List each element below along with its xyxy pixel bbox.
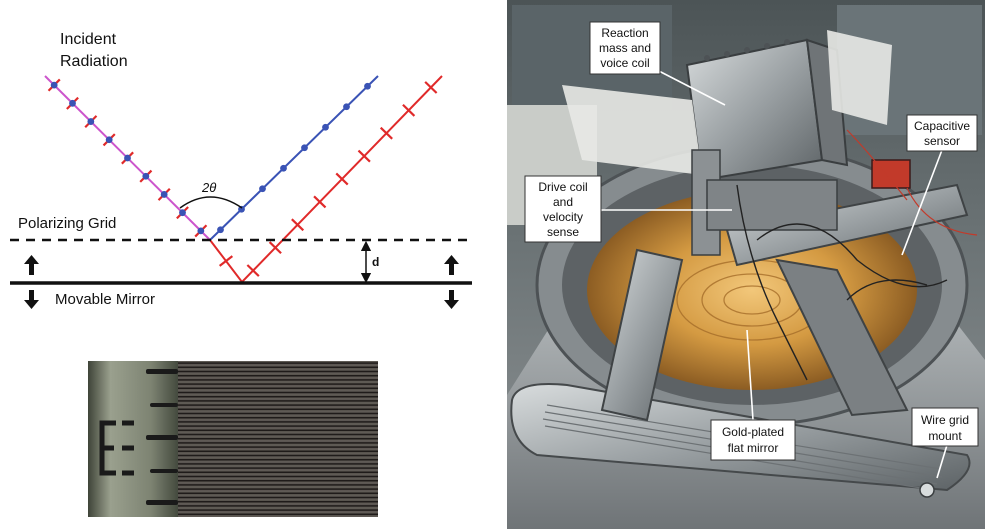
red-beam-tick (402, 103, 416, 117)
blue-beam-dot (364, 82, 371, 90)
incident-dot (179, 209, 186, 217)
callout-drive-coil: Drive coil and velocity sense (524, 175, 602, 243)
red-beam-tick (246, 264, 260, 277)
red-beam-ticks (218, 81, 438, 277)
callout-capacitive-line1: Capacitive (914, 119, 970, 133)
incident-dot (160, 191, 168, 198)
ruler-ticks (146, 369, 178, 505)
wire-grid (178, 361, 378, 517)
wire-grid-closeup-photo (88, 361, 378, 517)
blue-beam-dots (217, 82, 371, 234)
incident-label-line1: Incident (60, 31, 117, 48)
incident-polarization-marks (47, 78, 208, 238)
red-beam-tick (268, 241, 282, 255)
callout-leaders (600, 69, 948, 479)
distance-label: d (372, 255, 379, 269)
transmitted-beam-red (209, 75, 443, 284)
callout-reaction-line2: mass and (599, 41, 651, 55)
incident-dot (69, 99, 76, 107)
callout-drive-line1: Drive coil (538, 180, 587, 194)
callout-capacitive-line2: sensor (924, 134, 960, 148)
callout-wiregrid-line1: Wire grid (921, 413, 969, 427)
blue-beam-dot (217, 226, 224, 234)
red-beam-tick (335, 172, 349, 186)
angle-arc (179, 196, 243, 209)
ruler-mark (99, 420, 134, 476)
reflected-beam-blue (209, 75, 379, 241)
blue-beam-dot (259, 185, 266, 193)
callout-wire-grid-mount: Wire grid mount (911, 407, 979, 447)
callout-wiregrid-line2: mount (928, 429, 962, 443)
red-beam-tick (357, 149, 371, 163)
red-beam-tick (424, 81, 438, 94)
red-beam-tick (379, 126, 393, 140)
red-beam-down-tick (218, 255, 234, 267)
callout-capacitive-sensor: Capacitive sensor (906, 114, 978, 152)
callout-reaction-line1: Reaction (601, 26, 648, 40)
incident-dot (197, 227, 205, 235)
blue-beam-dot (301, 144, 308, 152)
blue-beam-dot (322, 123, 329, 131)
incident-dot (105, 136, 113, 144)
mirror-motion-arrow-left (24, 255, 39, 309)
callout-reaction-line3: voice coil (600, 56, 649, 70)
callout-reaction-mass: Reaction mass and voice coil (589, 21, 661, 75)
polarizer-mechanism-photo: Reaction mass and voice coil Capacitive … (507, 0, 985, 529)
callout-drive-line4: sense (547, 225, 579, 239)
angle-label: 2θ (201, 180, 216, 195)
blue-beam-dot (280, 164, 287, 172)
red-beam-tick (291, 218, 305, 232)
incident-dot (50, 81, 58, 89)
callout-drive-line2: and (553, 195, 573, 209)
blue-beam-dot (343, 103, 350, 111)
polarizing-interferometer-diagram: Incident Radiation 2θ Polarizing Grid Mo… (10, 31, 472, 309)
incident-dot (142, 172, 150, 180)
incident-dot (124, 154, 131, 162)
callout-gold-mirror: Gold-plated flat mirror (710, 419, 796, 461)
incident-dot (87, 118, 95, 125)
incident-label-line2: Radiation (60, 53, 128, 70)
mirror-motion-arrow-right (444, 255, 459, 309)
movable-mirror-label: Movable Mirror (55, 291, 155, 308)
polarizing-grid-label: Polarizing Grid (18, 215, 116, 232)
callout-gold-line2: flat mirror (728, 441, 779, 455)
callout-drive-line3: velocity (543, 210, 583, 224)
red-beam-tick (313, 195, 327, 209)
callout-gold-line1: Gold-plated (722, 425, 784, 439)
blue-beam-dot (238, 205, 245, 213)
